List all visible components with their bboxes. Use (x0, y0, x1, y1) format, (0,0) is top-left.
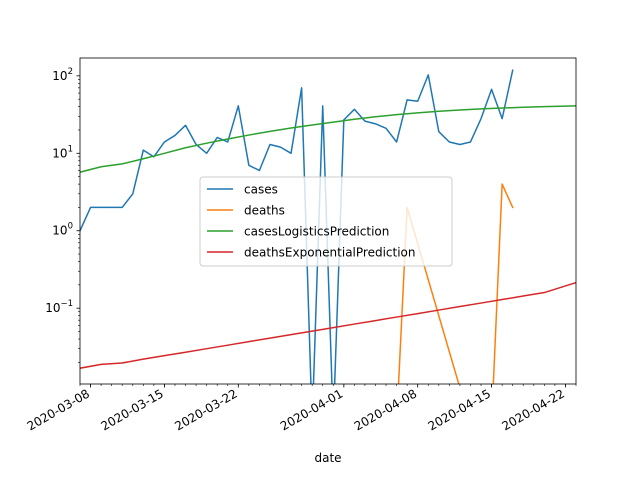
y-tick-label: 10−1 (45, 299, 73, 315)
legend-box (199, 176, 453, 267)
legend-label-deaths-exponential-prediction: deathsExponentialPrediction (244, 246, 416, 260)
y-tick-base: 10 (52, 224, 67, 238)
y-tick-base: 10 (45, 301, 60, 315)
y-tick-base: 10 (52, 69, 67, 83)
legend-label-deaths: deaths (244, 204, 285, 218)
y-tick-exponent: 2 (68, 67, 73, 77)
y-tick-label: 100 (52, 222, 73, 238)
legend-label-cases-logistics-prediction: casesLogisticsPrediction (244, 225, 389, 239)
series-line-deaths (397, 183, 514, 384)
y-tick-label: 102 (52, 67, 73, 83)
x-axis-title: date (314, 451, 341, 465)
series-layer (80, 69, 576, 384)
y-tick-exponent: 1 (68, 144, 73, 154)
legend: cases deaths casesLogisticsPrediction death… (199, 176, 453, 267)
y-tick-exponent: 0 (68, 222, 73, 232)
y-tick-exponent: −1 (60, 299, 73, 309)
series-line-cases-logistics-prediction (80, 105, 576, 173)
y-tick-label: 101 (52, 144, 73, 160)
series-line-deaths-exponential-prediction (80, 281, 576, 369)
plot-frame (79, 57, 577, 385)
y-tick-base: 10 (52, 146, 67, 160)
legend-label-cases: cases (244, 183, 278, 197)
